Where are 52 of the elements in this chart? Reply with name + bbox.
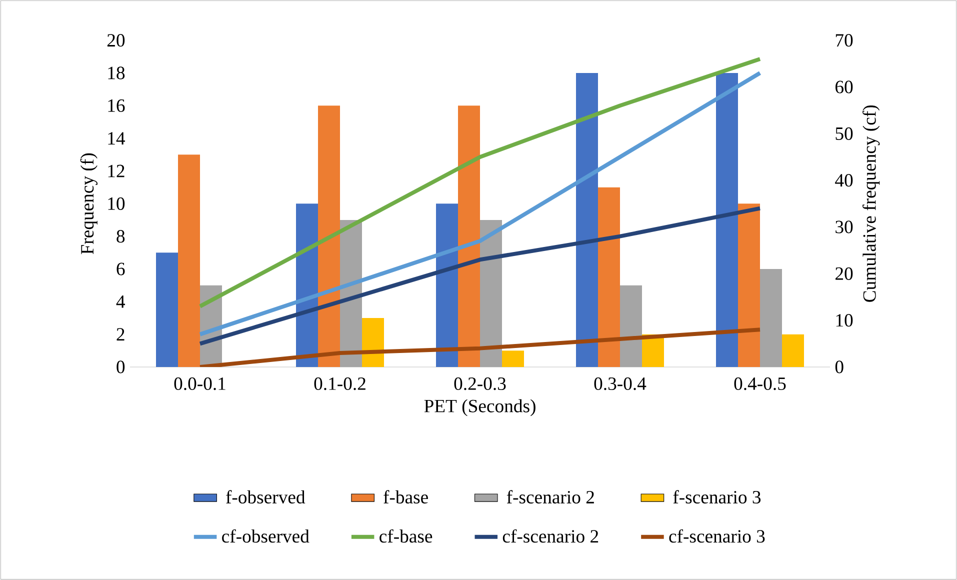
y-tick-label: 6	[116, 262, 125, 276]
legend-label: cf-scenario 3	[669, 529, 765, 543]
x-tick-label: 0.0-0.1	[174, 377, 226, 390]
bar	[576, 72, 598, 367]
bar	[782, 334, 804, 367]
y-axis-title: Frequency (f)	[80, 153, 98, 254]
y2-tick-label: 60	[836, 80, 853, 94]
bar	[436, 204, 458, 367]
bar	[760, 268, 782, 367]
bar	[738, 204, 760, 367]
y2-tick-label: 40	[835, 174, 853, 187]
bar	[620, 285, 642, 367]
legend-label: cf-scenario 2	[502, 529, 598, 543]
y-tick-label: 0	[116, 360, 125, 374]
x-axis-title: PET (Seconds)	[424, 399, 536, 416]
bar	[598, 187, 620, 367]
legend-label: f-observed	[226, 490, 306, 504]
y2-tick-label: 20	[836, 267, 853, 280]
legend-label: f-scenario 2	[506, 490, 594, 504]
y2-tick-label: 70	[836, 34, 853, 47]
bar	[156, 252, 178, 367]
bar	[318, 106, 340, 367]
bar	[480, 220, 502, 367]
y-tick-label: 8	[116, 230, 125, 243]
x-tick-label: 0.2-0.3	[454, 377, 506, 390]
y2-tick-label: 10	[836, 314, 853, 327]
x-tick-label: 0.4-0.5	[734, 377, 786, 390]
y2-tick-label: 50	[836, 127, 853, 140]
y-tick-label: 20	[107, 34, 125, 47]
bar	[362, 318, 384, 367]
bar	[502, 350, 524, 367]
legend-label: f-base	[384, 490, 428, 504]
y-tick-label: 14	[108, 132, 126, 144]
y-tick-label: 18	[108, 66, 125, 80]
y-tick-label: 10	[108, 197, 125, 210]
y-tick-label: 16	[108, 99, 125, 112]
legend-label: cf-base	[380, 529, 432, 543]
x-tick-label: 0.1-0.2	[314, 377, 366, 390]
legend-label: cf-observed	[222, 529, 310, 543]
bar	[716, 72, 738, 367]
y-tick-label: 4	[116, 296, 126, 308]
legend-label: f-scenario 3	[673, 490, 761, 504]
y2-axis-title: Cumulative frequency (cf)	[862, 105, 880, 302]
y2-tick-label: 30	[836, 220, 853, 234]
y-tick-label: 2	[116, 328, 124, 340]
bar	[458, 106, 480, 367]
line-series	[198, 206, 762, 346]
y-tick-label: 12	[108, 164, 124, 178]
x-tick-label: 0.3-0.4	[594, 377, 646, 390]
line-series	[198, 328, 762, 367]
bar	[178, 154, 200, 367]
y2-tick-label: 0	[835, 360, 844, 374]
